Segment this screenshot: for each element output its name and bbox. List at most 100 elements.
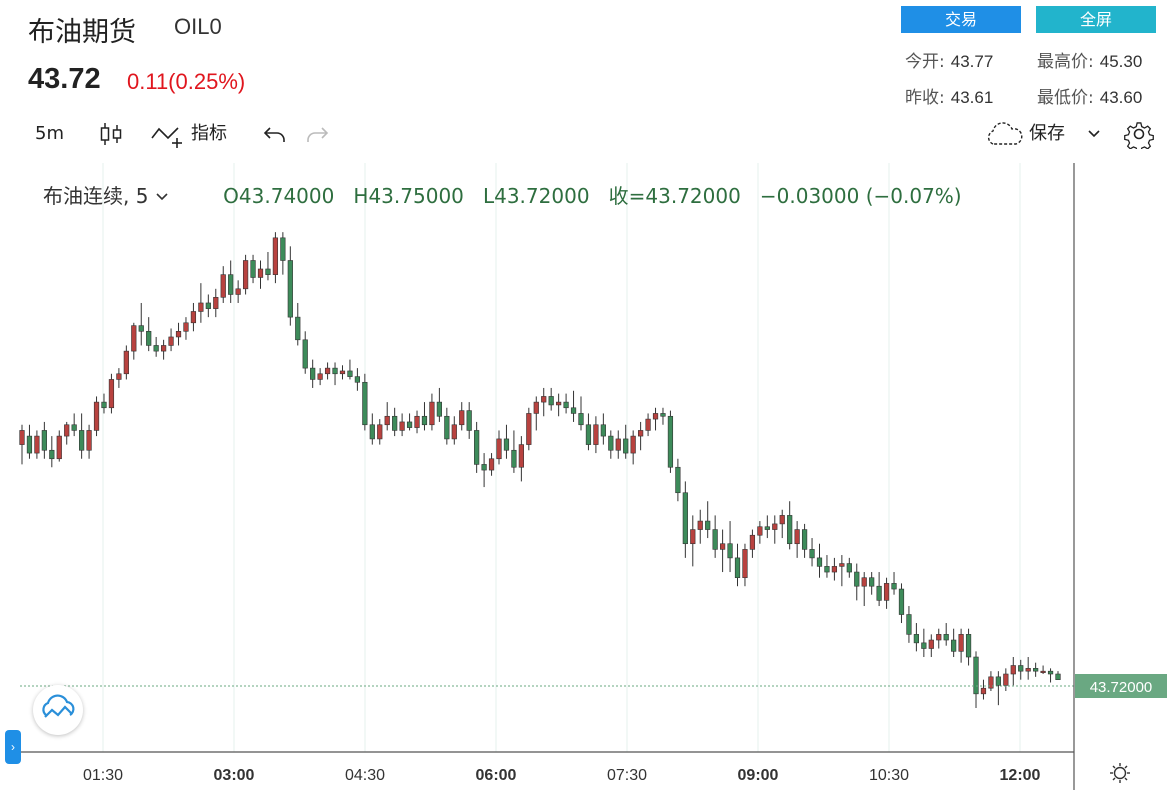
candle-body xyxy=(339,370,346,375)
cloud-save-icon[interactable] xyxy=(984,122,1024,148)
candle xyxy=(302,331,308,374)
candle xyxy=(488,453,495,476)
candle xyxy=(19,424,25,465)
trade-button[interactable]: 交易 xyxy=(901,6,1021,33)
stat-open-value: 43.77 xyxy=(950,52,994,71)
candle xyxy=(332,362,338,386)
candle xyxy=(891,572,897,595)
cloud-chart-logo-icon xyxy=(42,694,75,718)
candle xyxy=(168,328,174,352)
candle-body xyxy=(414,415,420,428)
stat-prev-close-label: 昨收: xyxy=(905,88,945,108)
candle xyxy=(347,359,353,380)
candle-body xyxy=(958,634,964,652)
candle xyxy=(861,572,867,607)
candle xyxy=(131,322,137,360)
candle-body xyxy=(772,523,778,530)
legend-symbol[interactable]: 布油连续, 5 xyxy=(43,184,149,208)
candle-body xyxy=(541,396,547,403)
candle xyxy=(869,572,875,595)
candle-body xyxy=(34,435,40,454)
candle xyxy=(242,254,249,295)
candle-body xyxy=(913,634,919,644)
candle-body xyxy=(302,339,308,369)
candle xyxy=(1047,668,1054,683)
save-button[interactable]: 保存 xyxy=(1029,123,1065,144)
gear-icon[interactable] xyxy=(1124,119,1154,149)
indicators-icon[interactable] xyxy=(150,120,184,150)
stat-low: 最低价: 43.60 xyxy=(1037,83,1142,108)
legend-chevron-icon[interactable] xyxy=(155,191,169,203)
candle xyxy=(466,402,472,439)
candle-body xyxy=(906,614,912,635)
candle xyxy=(794,521,800,558)
candle-body xyxy=(585,424,592,445)
candle-body xyxy=(839,563,845,567)
candle xyxy=(846,557,852,578)
chart-grid xyxy=(102,163,1021,752)
indicators-button[interactable]: 指标 xyxy=(191,123,227,144)
candle-body xyxy=(86,430,92,451)
candle-body xyxy=(496,438,502,460)
candle xyxy=(600,413,606,445)
candle-body xyxy=(869,577,875,587)
candle xyxy=(757,521,763,544)
candle xyxy=(138,302,144,346)
candle xyxy=(324,362,331,380)
candle xyxy=(697,509,703,544)
candle xyxy=(26,424,33,459)
candle xyxy=(459,402,465,431)
candle-body xyxy=(146,330,152,346)
candle-body xyxy=(26,435,33,454)
sidebar-toggle-button[interactable]: › xyxy=(5,730,21,764)
time-axis-settings-icon[interactable] xyxy=(1110,763,1130,783)
candle xyxy=(615,430,621,459)
candle-body xyxy=(56,435,62,460)
candle xyxy=(280,232,286,275)
candle xyxy=(779,509,785,539)
candle-body xyxy=(272,237,279,275)
candle-body xyxy=(429,401,435,426)
candle-body xyxy=(705,520,711,530)
candle xyxy=(339,365,346,380)
candle xyxy=(511,430,517,473)
candle xyxy=(1033,662,1039,677)
candle xyxy=(108,373,115,414)
candlestick-chart[interactable]: 43.72000 01:30 03:00 04:30 06:00 07:30 09:00 1… xyxy=(0,163,1176,790)
candle xyxy=(354,368,361,391)
candle xyxy=(630,430,636,465)
candle-body xyxy=(175,330,182,338)
redo-icon[interactable] xyxy=(304,124,330,146)
candle xyxy=(436,387,442,422)
candle-body xyxy=(526,413,532,445)
candle-body xyxy=(749,534,756,550)
candle xyxy=(533,396,539,431)
candle xyxy=(876,572,882,607)
candle xyxy=(667,410,674,473)
chart-logo[interactable] xyxy=(33,685,83,735)
candle-body xyxy=(1018,665,1024,672)
candle xyxy=(712,515,718,558)
candlestick-type-icon[interactable] xyxy=(98,120,124,148)
candle-body xyxy=(354,376,361,383)
candle xyxy=(392,407,398,437)
chevron-down-icon[interactable] xyxy=(1086,128,1102,140)
candle-body xyxy=(660,413,666,417)
fullscreen-button[interactable]: 全屏 xyxy=(1036,6,1156,33)
current-price: 43.72 xyxy=(28,63,101,95)
candle-body xyxy=(436,401,442,417)
interval-selector[interactable]: 5m xyxy=(35,123,64,144)
candle-body xyxy=(1033,668,1039,672)
candle xyxy=(64,421,70,445)
candle-body xyxy=(392,415,398,431)
candle-body xyxy=(49,449,55,460)
candle xyxy=(936,628,942,649)
candle-body xyxy=(556,401,562,406)
candle xyxy=(638,421,644,451)
candle-body xyxy=(64,424,70,437)
candle-body xyxy=(638,430,644,437)
candle-body xyxy=(1055,673,1061,680)
undo-icon[interactable] xyxy=(262,124,288,146)
candle-body xyxy=(936,634,942,641)
candle-body xyxy=(667,415,674,468)
